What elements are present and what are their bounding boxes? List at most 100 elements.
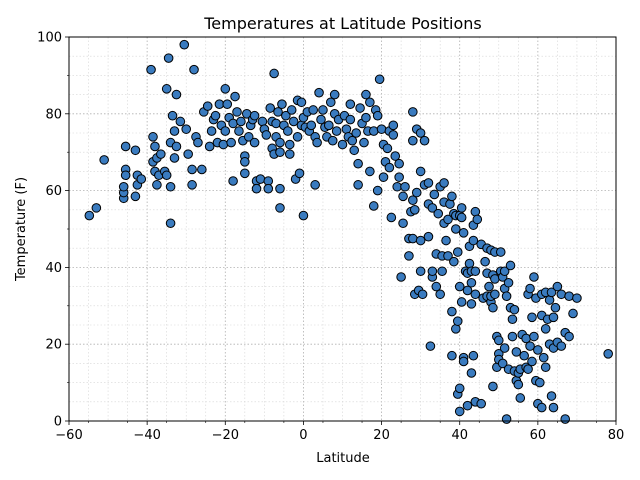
scatter-point	[255, 174, 266, 184]
scatter-point	[447, 306, 457, 317]
scatter-point	[183, 149, 193, 159]
scatter-point	[368, 126, 379, 136]
scatter-point	[349, 145, 360, 156]
scatter-point	[394, 158, 404, 169]
scatter-point	[175, 116, 186, 127]
scatter-point	[443, 214, 453, 225]
scatter-point	[552, 281, 563, 292]
scatter-point	[202, 101, 213, 111]
scatter-point	[277, 99, 287, 109]
scatter-point	[232, 107, 242, 117]
scatter-point	[351, 128, 361, 138]
scatter-point	[427, 266, 438, 277]
scatter-point	[564, 331, 574, 342]
scatter-point	[283, 126, 293, 136]
scatter-point	[210, 110, 221, 121]
scatter-point	[353, 180, 363, 190]
data-points	[84, 39, 613, 424]
scatter-point	[187, 164, 197, 175]
scatter-point	[396, 272, 406, 282]
scatter-point	[345, 99, 356, 109]
scatter-point	[146, 64, 156, 75]
scatter-point	[148, 132, 158, 142]
scatter-point	[511, 347, 522, 357]
scatter-point	[556, 341, 567, 351]
scatter-point	[261, 130, 272, 140]
scatter-point	[171, 141, 182, 152]
y-tick-label: 40	[45, 261, 62, 276]
scatter-point	[548, 312, 559, 323]
scatter-point	[560, 414, 571, 424]
scatter-point	[165, 218, 176, 229]
scatter-point	[388, 120, 399, 131]
scatter-point	[288, 116, 299, 127]
scatter-point	[415, 128, 426, 138]
scatter-point	[466, 299, 477, 309]
scatter-point	[243, 132, 254, 142]
scatter-point	[372, 185, 383, 196]
scatter-point	[234, 126, 244, 136]
scatter-point	[368, 201, 379, 211]
scatter-point	[472, 214, 483, 225]
scatter-point	[230, 91, 240, 102]
scatter-point	[398, 191, 408, 202]
scatter-point	[535, 377, 545, 388]
scatter-point	[220, 84, 231, 94]
scatter-point	[556, 289, 567, 300]
x-tick-label: 20	[373, 428, 390, 443]
y-axis-label: Temperature (F)	[14, 177, 29, 282]
scatter-point	[345, 114, 356, 125]
scatter-point	[425, 341, 436, 351]
scatter-point	[220, 126, 231, 136]
scatter-point	[603, 349, 613, 359]
x-axis-label: Latitude	[316, 451, 370, 466]
scatter-point	[484, 281, 494, 292]
scatter-point	[165, 181, 176, 192]
scatter-point	[136, 174, 147, 184]
scatter-point	[550, 302, 561, 313]
scatter-point	[468, 350, 479, 361]
scatter-point	[314, 87, 324, 98]
scatter-point	[419, 135, 430, 146]
scatter-point	[509, 304, 520, 315]
scatter-point	[470, 266, 481, 277]
scatter-point	[284, 139, 295, 150]
x-tick-label: −20	[212, 428, 239, 443]
scatter-point	[447, 350, 457, 361]
scatter-point	[171, 89, 182, 100]
scatter-point	[468, 235, 479, 246]
scatter-point	[91, 203, 102, 213]
scatter-point	[275, 147, 285, 157]
scatter-point	[390, 151, 401, 161]
scatter-point	[365, 97, 375, 108]
scatter-point	[249, 137, 260, 148]
scatter-point	[458, 228, 469, 238]
y-tick-label: 0	[54, 415, 62, 430]
scatter-point	[310, 180, 320, 190]
scatter-point	[236, 116, 246, 127]
scatter-point	[490, 274, 500, 284]
scatter-point	[409, 205, 420, 215]
scatter-point	[378, 172, 389, 182]
scatter-point	[451, 224, 461, 234]
scatter-point	[490, 289, 500, 300]
scatter-point	[501, 291, 512, 302]
scatter-point	[525, 283, 535, 294]
axis-ticks: −60 −40 −20 0 20 40 60 80 0 20 40 60 80 100	[37, 31, 624, 444]
x-tick-label: 80	[608, 428, 625, 443]
scatter-point	[169, 126, 180, 136]
scatter-point	[361, 112, 371, 123]
scatter-point	[308, 105, 318, 115]
scatter-point	[546, 287, 557, 298]
scatter-point	[163, 53, 174, 63]
scatter-point	[404, 251, 414, 261]
scatter-point	[275, 137, 285, 148]
scatter-point	[470, 289, 481, 300]
scatter-point	[495, 247, 506, 257]
scatter-point	[226, 137, 236, 148]
scatter-point	[456, 203, 467, 213]
scatter-point	[408, 107, 418, 117]
scatter-point	[499, 266, 510, 277]
scatter-point	[99, 155, 109, 165]
